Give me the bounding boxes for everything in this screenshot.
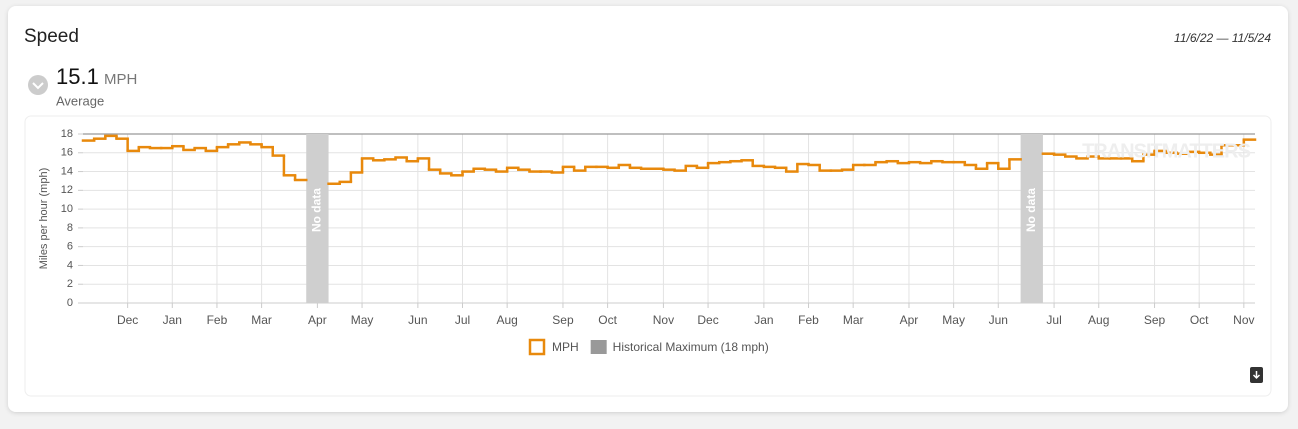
x-tick-label: Jun [408, 313, 427, 327]
x-tick-label: May [942, 313, 965, 327]
no-data-band [1020, 134, 1043, 303]
chevron-icon [32, 82, 44, 90]
x-tick-label: Nov [1233, 313, 1254, 327]
x-tick-label: Oct [1190, 313, 1209, 327]
legend-label: Historical Maximum (18 mph) [613, 340, 769, 354]
download-arrow [1252, 371, 1261, 380]
x-tick-label: Aug [496, 313, 517, 327]
x-tick-label: Jul [1046, 313, 1061, 327]
y-tick-label: 16 [61, 147, 73, 159]
y-tick-label: 8 [67, 222, 73, 234]
stat-unit: MPH [104, 71, 137, 88]
x-tick-label: Sep [1144, 313, 1166, 327]
y-tick-label: 14 [61, 165, 73, 177]
x-tick-label: Jun [989, 313, 1008, 327]
date-range[interactable]: 11/6/22 — 11/5/24 [1174, 31, 1271, 45]
y-tick-label: 18 [61, 128, 73, 140]
x-tick-label: Feb [207, 313, 228, 327]
x-tick-label: Jan [754, 313, 773, 327]
x-tick-label: Aug [1088, 313, 1109, 327]
download-button[interactable] [1250, 367, 1263, 383]
x-tick-label: Mar [843, 313, 864, 327]
x-tick-label: Jul [455, 313, 470, 327]
y-tick-label: 12 [61, 184, 73, 196]
no-data-band [306, 134, 329, 303]
y-tick-label: 6 [67, 241, 73, 253]
x-tick-label: May [351, 313, 374, 327]
legend-label: MPH [552, 340, 579, 354]
legend-swatch [528, 338, 546, 356]
y-tick-label: 4 [67, 259, 73, 271]
x-tick-label: Mar [251, 313, 272, 327]
stat-value: 15.1 [56, 64, 99, 89]
legend: MPH Historical Maximum (18 mph) [528, 338, 769, 356]
x-tick-label: Dec [697, 313, 718, 327]
x-tick-label: Feb [798, 313, 819, 327]
y-tick-label: 2 [67, 278, 73, 290]
collapse-toggle[interactable] [28, 75, 48, 95]
y-tick-label: 10 [61, 203, 73, 215]
x-tick-label: Apr [900, 313, 919, 327]
x-tick-label: Sep [552, 313, 574, 327]
x-tick-label: Oct [598, 313, 617, 327]
stat-caption: Average [56, 93, 104, 108]
x-tick-label: Jan [163, 313, 182, 327]
x-tick-label: Dec [117, 313, 138, 327]
y-tick-label: 0 [67, 297, 73, 309]
plot: 0 2 4 6 8 10 12 14 16 18 Dec Jan Feb Mar Apr May Jun Jul A… [38, 128, 1257, 356]
x-tick-label: Nov [653, 313, 674, 327]
y-axis-label: Miles per hour (mph) [38, 168, 50, 269]
chart-box [24, 115, 1272, 397]
no-data-label: No data [310, 188, 324, 232]
no-data-label: No data [1024, 188, 1038, 232]
watermark: TRANSITMATTERS [1082, 140, 1250, 162]
card-title: Speed [24, 26, 79, 47]
legend-swatch [590, 340, 607, 354]
x-tick-label: Apr [308, 313, 327, 327]
